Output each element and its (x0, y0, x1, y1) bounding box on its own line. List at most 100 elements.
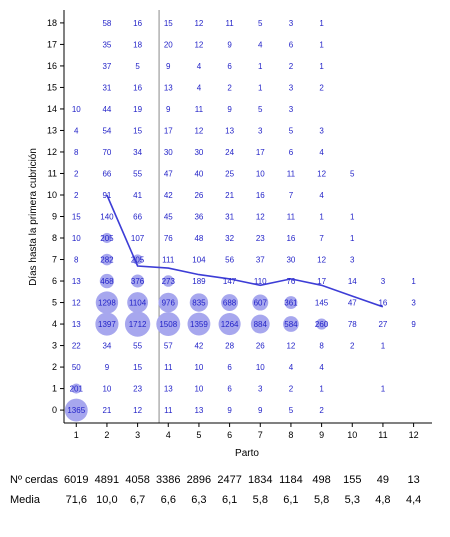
count-label: 1365 (67, 406, 85, 415)
count-label: 1 (258, 62, 263, 71)
count-label: 26 (194, 191, 203, 200)
count-label: 70 (102, 148, 111, 157)
count-label: 13 (164, 83, 173, 92)
count-label: 140 (100, 213, 114, 222)
y-tick-label: 7 (52, 255, 57, 265)
count-label: 10 (194, 363, 203, 372)
count-label: 91 (102, 191, 111, 200)
count-label: 468 (100, 277, 114, 286)
bubble-5-4 (187, 312, 211, 336)
footer-cerdas-value: 2896 (186, 474, 212, 486)
count-label: 11 (164, 363, 173, 372)
count-label: 4 (197, 83, 202, 92)
count-label: 20 (164, 40, 173, 49)
x-tick-label: 6 (227, 430, 232, 440)
footer-media-value: 6,1 (283, 494, 299, 506)
y-tick-label: 3 (52, 341, 57, 351)
x-tick-label: 7 (258, 430, 263, 440)
count-label: 42 (194, 342, 203, 351)
footer-cerdas-value: 4058 (125, 474, 150, 486)
y-tick-label: 15 (47, 82, 57, 92)
count-label: 12 (256, 213, 265, 222)
y-tick-label: 9 (52, 212, 57, 222)
count-label: 107 (131, 234, 145, 243)
footer-media-value: 6,6 (160, 494, 176, 506)
count-label: 13 (72, 320, 81, 329)
count-label: 55 (133, 342, 142, 351)
count-label: 11 (287, 213, 296, 222)
count-label: 15 (133, 126, 142, 135)
count-label: 4 (197, 62, 202, 71)
bubble-2-4 (95, 312, 119, 336)
count-label: 13 (194, 406, 203, 415)
y-axis-title: Días hasta la primera cubrición (28, 148, 39, 286)
count-label: 5 (258, 105, 263, 114)
footer-cerdas-value: 498 (312, 474, 331, 486)
count-label: 16 (256, 191, 265, 200)
bubble-3-4 (124, 311, 151, 337)
bubble-5-5 (189, 293, 209, 312)
count-label: 111 (162, 256, 175, 265)
count-label: 5 (289, 406, 294, 415)
count-label: 66 (102, 169, 111, 178)
count-label: 16 (133, 19, 142, 28)
count-label: 1 (381, 385, 386, 394)
count-label: 9 (227, 40, 232, 49)
count-label: 16 (133, 83, 142, 92)
count-label: 56 (225, 256, 234, 265)
count-label: 57 (164, 342, 173, 351)
count-label: 9 (227, 406, 232, 415)
bubble-7-5 (252, 294, 269, 311)
footer-label-media: Media (10, 494, 40, 506)
count-label: 361 (284, 299, 298, 308)
bubble-1-1 (71, 383, 82, 394)
y-tick-label: 17 (47, 39, 57, 49)
count-label: 12 (194, 19, 203, 28)
count-label: 688 (223, 299, 237, 308)
y-tick-label: 0 (52, 405, 57, 415)
count-label: 3 (289, 83, 294, 92)
bubble-1-0 (64, 398, 88, 422)
y-tick-label: 6 (52, 276, 57, 286)
bubble-3-5 (127, 292, 148, 313)
count-label: 4 (74, 126, 79, 135)
count-label: 45 (164, 213, 173, 222)
footer-media-value: 10,0 (96, 494, 118, 506)
y-tick-label: 10 (47, 190, 57, 200)
x-tick-label: 9 (319, 430, 324, 440)
count-label: 13 (72, 277, 81, 286)
count-label: 1 (319, 19, 324, 28)
count-label: 4 (258, 40, 263, 49)
count-label: 4 (319, 363, 324, 372)
count-label: 27 (378, 320, 387, 329)
count-label: 10 (256, 169, 265, 178)
count-label: 19 (133, 105, 142, 114)
count-label: 35 (102, 40, 111, 49)
count-label: 1359 (190, 320, 208, 329)
y-tick-label: 2 (52, 362, 57, 372)
count-label: 5 (289, 126, 294, 135)
bubble-3-6 (131, 274, 145, 288)
count-label: 12 (194, 126, 203, 135)
footer-cerdas-value: 2477 (217, 474, 242, 486)
count-label: 2 (227, 83, 232, 92)
y-tick-label: 16 (47, 61, 57, 71)
count-label: 16 (286, 234, 295, 243)
count-label: 2 (74, 169, 79, 178)
count-label: 9 (411, 320, 416, 329)
count-label: 40 (194, 169, 203, 178)
count-label: 12 (133, 406, 142, 415)
bubble-8-4 (283, 316, 299, 332)
count-label: 1 (350, 213, 355, 222)
bubble-2-7 (101, 253, 113, 266)
count-label: 47 (348, 299, 357, 308)
count-label: 10 (72, 105, 81, 114)
count-label: 6 (227, 385, 232, 394)
count-label: 2 (319, 83, 324, 92)
x-tick-label: 11 (378, 430, 387, 440)
count-label: 15 (133, 363, 142, 372)
count-label: 17 (317, 277, 326, 286)
count-label: 17 (256, 148, 265, 157)
count-label: 30 (164, 148, 173, 157)
